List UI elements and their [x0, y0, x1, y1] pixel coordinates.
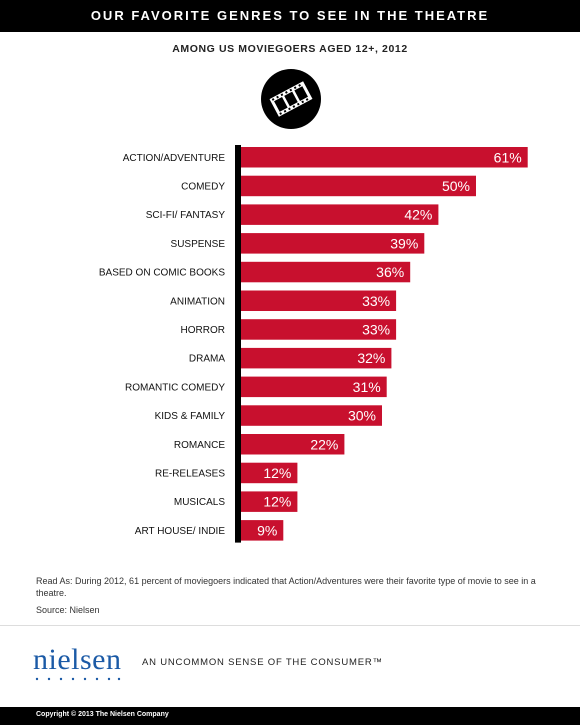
bar	[241, 520, 284, 541]
value-label: 36%	[376, 264, 404, 280]
tagline: AN UNCOMMON SENSE OF THE CONSUMER™	[142, 657, 383, 668]
value-label: 12%	[263, 465, 291, 481]
axis-line	[235, 145, 241, 543]
nielsen-logo: nielsen	[33, 643, 122, 676]
category-label: MUSICALS	[174, 497, 225, 508]
bar	[241, 175, 476, 197]
bar	[241, 233, 425, 254]
chart-title: OUR FAVORITE GENRES TO SEE IN THE THEATR…	[90, 8, 490, 23]
value-label: 33%	[362, 293, 390, 309]
bar	[241, 405, 382, 426]
value-label: 50%	[442, 178, 470, 194]
bar	[241, 434, 345, 455]
chart-subtitle: AMONG US MOVIEGOERS AGED 12+, 2012	[172, 43, 408, 55]
bar	[241, 347, 392, 369]
category-label: COMEDY	[181, 181, 225, 192]
footer-bar: Copyright © 2013 The Nielsen Company	[0, 707, 580, 725]
value-label: 22%	[310, 436, 338, 452]
bar	[241, 462, 298, 484]
bar	[241, 319, 397, 340]
value-label: 12%	[263, 494, 291, 510]
copyright-text: Copyright © 2013 The Nielsen Company	[36, 711, 169, 718]
category-label: ANIMATION	[170, 296, 225, 307]
category-label: SCI-FI/ FANTASY	[146, 210, 226, 221]
bar	[241, 491, 298, 512]
value-label: 33%	[362, 321, 390, 337]
bar	[241, 290, 397, 311]
bar	[241, 147, 528, 168]
category-label: KIDS & FAMILY	[155, 411, 226, 422]
value-label: 42%	[404, 207, 432, 223]
value-label: 32%	[357, 350, 385, 366]
logo-dots-decoration	[35, 677, 121, 681]
bar	[241, 204, 439, 225]
header-bar: OUR FAVORITE GENRES TO SEE IN THE THEATR…	[0, 0, 580, 32]
category-label: ROMANCE	[174, 440, 225, 451]
source-note: Source: Nielsen	[36, 605, 100, 615]
category-label: ART HOUSE/ INDIE	[135, 526, 226, 537]
category-label: DRAMA	[189, 354, 225, 365]
bar	[241, 261, 411, 283]
bar	[241, 376, 387, 398]
value-label: 30%	[348, 408, 376, 424]
value-label: 9%	[257, 522, 277, 538]
value-label: 39%	[390, 235, 418, 251]
category-label: ACTION/ADVENTURE	[123, 153, 226, 164]
value-label: 61%	[494, 149, 522, 165]
category-label: HORROR	[181, 325, 225, 336]
category-label: BASED ON COMIC BOOKS	[99, 268, 225, 279]
value-label: 31%	[353, 379, 381, 395]
divider	[0, 625, 580, 626]
category-label: SUSPENSE	[171, 239, 226, 250]
category-label: ROMANTIC COMEDY	[125, 382, 225, 393]
read-as-note: Read As: During 2012, 61 percent of movi…	[36, 576, 536, 598]
category-label: RE-RELEASES	[155, 468, 225, 479]
film-strip-icon	[261, 69, 321, 129]
